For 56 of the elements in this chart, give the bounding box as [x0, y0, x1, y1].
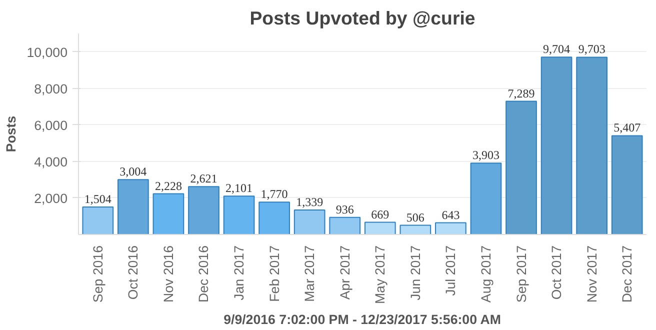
- data-label: 1,504: [84, 192, 112, 206]
- bar: [506, 100, 537, 234]
- x-tick-label: Nov 2016: [160, 245, 176, 303]
- bar: [223, 196, 255, 234]
- x-tick-label: Sep 2016: [90, 245, 106, 303]
- data-label: 3,903: [472, 148, 500, 162]
- data-label: 669: [371, 207, 390, 222]
- data-label: 9,704: [543, 42, 570, 56]
- bar: [294, 210, 326, 234]
- data-label: 936: [336, 202, 354, 216]
- bar: [364, 222, 396, 234]
- bar: [576, 56, 608, 234]
- x-tick-label: Mar 2017: [302, 245, 318, 302]
- x-tick-label: Jul 2017: [443, 246, 458, 296]
- x-tick-label: Apr 2017: [337, 246, 352, 300]
- x-axis-title: 9/9/2016 7:02:00 PM - 12/23/2017 5:56:00 AM: [224, 312, 501, 328]
- y-tick-label: 2,000: [34, 190, 68, 206]
- x-tick-label: May 2017: [372, 245, 388, 304]
- x-tick-label: Dec 2017: [620, 245, 635, 303]
- bar: [611, 135, 643, 234]
- y-axis-title: Posts: [4, 116, 19, 152]
- x-tick-label: Feb 2017: [266, 245, 282, 302]
- data-label: 9,703: [578, 42, 606, 56]
- x-tick-label: Jan 2017: [232, 246, 247, 300]
- data-label: 5,407: [614, 120, 641, 135]
- y-tick-label: 10,000: [26, 44, 68, 60]
- data-label: 2,621: [190, 172, 218, 186]
- data-label: 3,004: [120, 164, 147, 179]
- y-tick-label: 4,000: [34, 154, 68, 170]
- bar: [152, 193, 184, 234]
- bar: [118, 179, 149, 234]
- y-tick-label: 8,000: [34, 81, 68, 96]
- bar: [470, 162, 502, 234]
- bar: [435, 222, 466, 234]
- bar: [258, 202, 290, 234]
- bar: [329, 216, 361, 234]
- x-tick-label: Oct 2017: [549, 245, 564, 300]
- data-label: 643: [442, 208, 460, 222]
- data-label: 2,101: [226, 181, 253, 196]
- bar: [82, 206, 114, 234]
- x-tick-label: Oct 2016: [126, 245, 141, 300]
- bar: [400, 224, 432, 234]
- data-label: 2,228: [154, 178, 182, 193]
- bar: [540, 56, 572, 234]
- x-tick-label: Dec 2016: [196, 245, 212, 303]
- data-label: 1,339: [296, 195, 324, 210]
- x-tick-label: Nov 2017: [584, 245, 600, 303]
- bar: [188, 186, 220, 234]
- x-tick-label: Sep 2017: [514, 245, 529, 303]
- data-label: 506: [406, 210, 424, 224]
- chart-title: Posts Upvoted by @curie: [250, 8, 476, 28]
- y-tick-label: 6,000: [34, 118, 68, 133]
- data-label: 7,289: [508, 86, 535, 100]
- x-tick-label: Jun 2017: [408, 246, 423, 300]
- x-tick-label: Aug 2017: [478, 245, 494, 303]
- data-label: 1,770: [260, 187, 288, 202]
